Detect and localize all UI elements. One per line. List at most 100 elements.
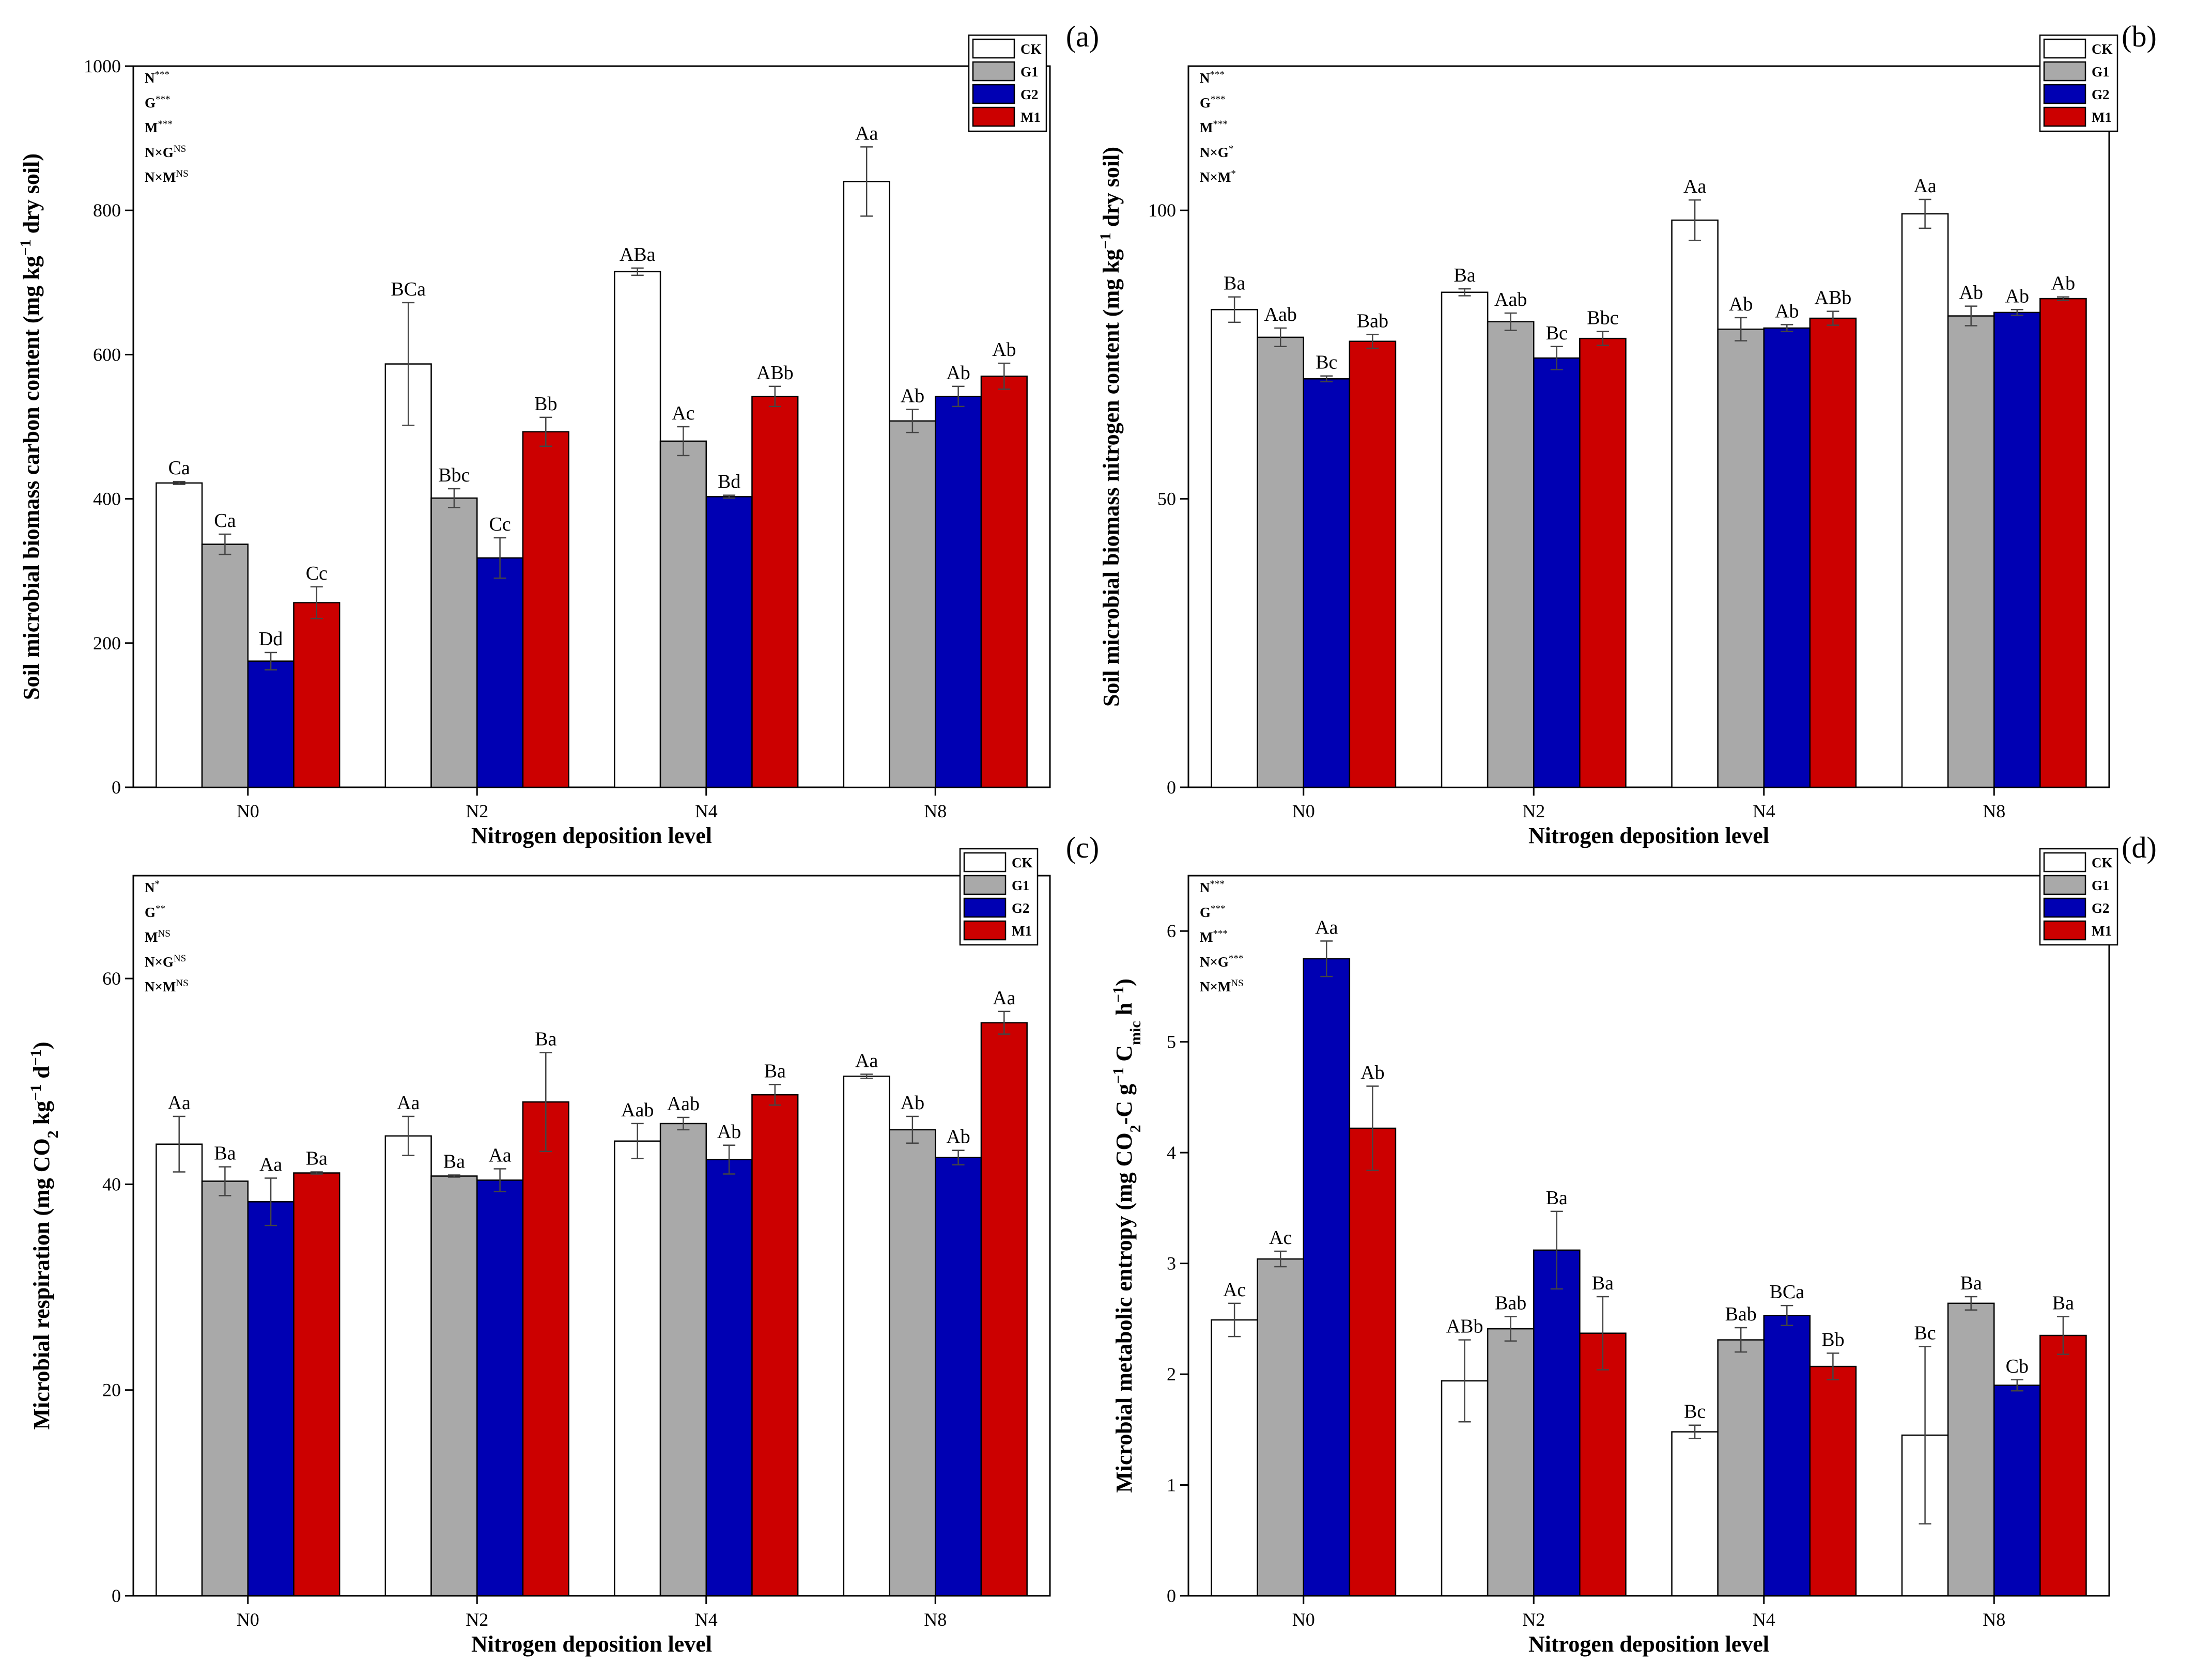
y-axis-label: Microbial metabolic entropy (mg CO2-C g−… — [1110, 978, 1144, 1493]
bar-CK-N4 — [1671, 1431, 1719, 1597]
y-tick-label: 800 — [93, 200, 121, 221]
bar-G1-N2 — [1487, 321, 1535, 788]
anova-stat: N×G* — [1200, 144, 1233, 161]
x-tick-label: N8 — [1983, 801, 2005, 821]
legend-label-M1: M1 — [2092, 923, 2112, 939]
bar-G2-N0 — [1303, 958, 1351, 1597]
bar-CK-N0 — [156, 482, 203, 788]
bar-G1-N8 — [889, 1129, 936, 1597]
legend-label-G2: G2 — [2092, 900, 2110, 916]
significance-letter: Ab — [946, 1126, 970, 1148]
legend-label-M1: M1 — [1020, 110, 1041, 125]
x-axis-label: Nitrogen deposition level — [471, 823, 712, 848]
y-tick-label: 400 — [93, 489, 121, 509]
bar-G1-N0 — [1257, 336, 1304, 788]
legend-label-M1: M1 — [2092, 110, 2112, 125]
legend-swatch-G2 — [2043, 84, 2086, 104]
y-tick-label: 0 — [112, 777, 121, 798]
x-axis-label: Nitrogen deposition level — [471, 1631, 712, 1657]
significance-letter: Aab — [667, 1093, 700, 1115]
significance-letter: Aa — [855, 122, 878, 144]
y-axis-label: Soil microbial biomass nitrogen content … — [1097, 147, 1124, 707]
bar-G1-N0 — [1257, 1258, 1304, 1597]
significance-letter: Ab — [901, 385, 924, 407]
y-tick-label: 20 — [102, 1380, 121, 1401]
bar-M1-N0 — [293, 602, 341, 788]
x-tick-label: N8 — [924, 801, 947, 821]
y-tick-label: 50 — [1157, 489, 1176, 509]
x-tick-label: N4 — [1753, 801, 1775, 821]
y-tick-label: 1 — [1167, 1475, 1176, 1496]
significance-letter: Ab — [717, 1121, 741, 1143]
bar-M1-N0 — [1349, 340, 1397, 788]
anova-stat: N×M* — [1200, 168, 1236, 185]
significance-letter: Ab — [1729, 293, 1753, 315]
legend-swatch-G1 — [2043, 61, 2086, 82]
significance-letter: Bbc — [1587, 307, 1618, 329]
legend-swatch-CK — [972, 38, 1015, 59]
x-axis-label: Nitrogen deposition level — [1528, 823, 1769, 848]
significance-letter: Dd — [259, 628, 283, 650]
anova-stat: N*** — [145, 69, 169, 86]
bar-CK-N0 — [156, 1143, 203, 1597]
significance-letter: Bd — [718, 471, 740, 493]
significance-letter: Bb — [1821, 1329, 1844, 1350]
legend-label-G1: G1 — [1012, 878, 1030, 893]
bar-M1-N4 — [1809, 317, 1857, 788]
significance-letter: Ac — [1269, 1227, 1292, 1249]
bar-G1-N2 — [430, 497, 478, 788]
significance-letter: BCa — [1770, 1281, 1805, 1303]
panel-tag: (d) — [2122, 831, 2157, 864]
significance-letter: BCa — [391, 278, 426, 300]
legend: CK G1 G2 M1 — [2039, 34, 2118, 132]
bar-G2-N2 — [476, 557, 524, 788]
bar-G2-N0 — [247, 1201, 295, 1597]
significance-letter: Ab — [1959, 282, 1983, 304]
bar-G2-N2 — [476, 1179, 524, 1597]
bar-M1-N0 — [1349, 1127, 1397, 1597]
anova-stat: N* — [145, 879, 160, 896]
anova-stat: N×GNS — [145, 144, 186, 161]
bar-G1-N2 — [430, 1175, 478, 1597]
significance-letter: Ca — [168, 457, 190, 479]
significance-letter: Bbc — [438, 464, 470, 486]
bar-CK-N4 — [1671, 219, 1719, 788]
bar-G2-N4 — [1763, 1315, 1811, 1597]
x-tick-label: N4 — [695, 1609, 718, 1630]
significance-letter: Ba — [306, 1148, 328, 1170]
anova-stat: N×G*** — [1200, 953, 1243, 970]
bar-M1-N8 — [980, 1022, 1028, 1597]
legend-label-G1: G1 — [2092, 64, 2110, 80]
legend-swatch-G2 — [2043, 897, 2086, 918]
x-tick-label: N2 — [466, 1609, 488, 1630]
legend-label-G2: G2 — [1012, 900, 1030, 916]
significance-letter: Ba — [1960, 1272, 1982, 1294]
significance-letter: Ab — [946, 362, 970, 384]
significance-letter: Ab — [2005, 285, 2029, 307]
bar-M1-N4 — [751, 1094, 799, 1597]
bar-M1-N0 — [293, 1172, 341, 1597]
significance-letter: Aa — [259, 1154, 282, 1175]
significance-letter: Aa — [993, 987, 1015, 1009]
significance-letter: Bab — [1495, 1293, 1526, 1314]
significance-letter: Aab — [621, 1099, 654, 1121]
bar-CK-N2 — [384, 363, 432, 788]
significance-letter: Cb — [2006, 1356, 2029, 1377]
anova-stat: MNS — [145, 928, 171, 945]
significance-letter: Bc — [1316, 352, 1337, 374]
y-tick-label: 100 — [1148, 200, 1176, 221]
significance-letter: ABb — [1815, 287, 1852, 309]
significance-letter: Ba — [535, 1029, 556, 1050]
legend: CK G1 G2 M1 — [2039, 848, 2118, 946]
y-tick-label: 5 — [1167, 1032, 1176, 1052]
bar-G1-N8 — [1947, 1302, 1995, 1597]
legend: CK G1 G2 M1 — [968, 34, 1047, 132]
bar-G2-N8 — [935, 1157, 982, 1597]
significance-letter: Ba — [1546, 1187, 1568, 1209]
significance-letter: Cc — [306, 563, 328, 584]
x-tick-label: N8 — [924, 1609, 947, 1630]
anova-stat: G*** — [1200, 94, 1226, 111]
significance-letter: Bc — [1546, 322, 1568, 344]
anova-stat: M*** — [145, 119, 173, 136]
significance-letter: Ab — [1775, 300, 1799, 322]
